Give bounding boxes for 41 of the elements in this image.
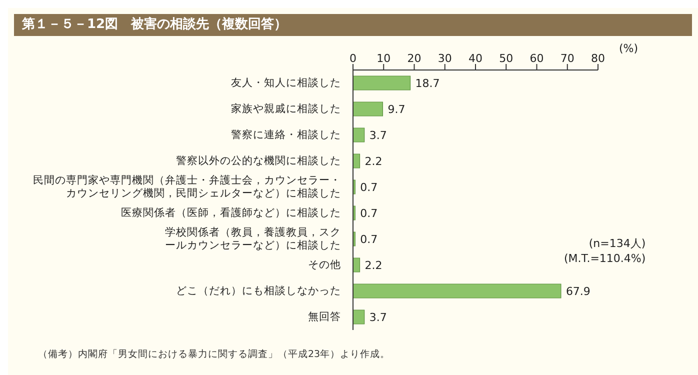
y-tick-label: どこ（だれ）にも相談しなかった [176,284,341,297]
bar [353,128,365,142]
y-tick-label: 友人・知人に相談した [231,76,341,89]
data-label: 0.7 [360,232,378,246]
y-tick-label: その他 [308,259,341,271]
data-label: 3.7 [369,128,387,142]
x-tick-label: 40 [468,52,482,65]
x-tick-label: 50 [499,52,514,65]
data-label: 2.2 [364,154,382,168]
bar [353,310,365,324]
y-tick-label: 民間の専門家や専門機関（弁護士・弁護士会，カウンセラー・カウンセリング機関，民間シェルターなど）に相談した [33,174,341,200]
x-axis-title: (%) [618,42,638,55]
y-tick-label: 無回答 [308,311,341,323]
bar [353,76,411,90]
y-tick-label: 学校関係者（教員，養護教員，スクールカウンセラーなど）に相談した [165,226,341,252]
x-tick-label: 0 [350,52,356,65]
x-tick-label: 30 [438,52,452,65]
x-tick-label: 70 [560,52,574,65]
bar [353,154,360,168]
annotation: (M.T.=110.4%) [564,251,646,266]
text: （備考）内閣府「男女間における暴力に関する調査」（平成23年）より作成。 [38,348,390,361]
y-tick-label: 医療関係者（医師，看護師など）に相談した [121,206,341,219]
x-tick-label: 80 [591,52,605,65]
bar [353,258,360,272]
bar [353,284,562,298]
data-label: 67.9 [566,284,590,298]
data-label: 2.2 [364,258,382,272]
y-tick-label: 警察に連絡・相談した [231,128,341,141]
data-label: 0.7 [360,206,378,220]
data-label: 18.7 [415,76,440,90]
x-tick-label: 60 [530,52,544,65]
bar [353,102,384,116]
y-tick-label: 家族や親戚に相談した [231,102,341,115]
x-tick-label: 20 [407,52,422,65]
annotation: (n=134人) [588,236,646,251]
x-tick-label: 10 [376,52,391,65]
data-label: 9.7 [388,102,406,116]
text: 第１－５－12図 被害の相談先（複数回答） [14,14,692,36]
data-label: 0.7 [360,180,378,194]
data-label: 3.7 [369,310,387,324]
y-tick-label: 警察以外の公的な機関に相談した [176,154,341,167]
